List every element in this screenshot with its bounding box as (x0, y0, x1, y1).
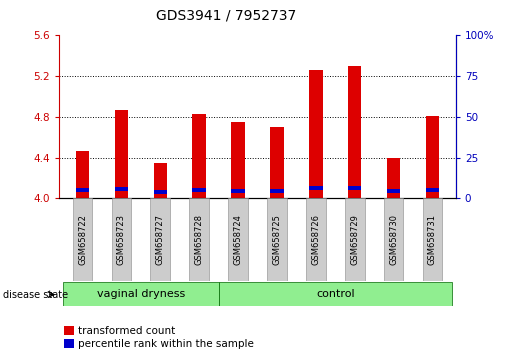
Text: GSM658727: GSM658727 (156, 214, 165, 266)
Bar (348, 66, 362, 198)
Legend: transformed count, percentile rank within the sample: transformed count, percentile rank withi… (64, 326, 254, 349)
Bar (193, 188, 206, 192)
Text: GDS3941 / 7952737: GDS3941 / 7952737 (157, 9, 297, 23)
Bar (115, 187, 128, 191)
Bar (231, 189, 245, 193)
Text: vaginal dryness: vaginal dryness (97, 289, 185, 299)
Bar (73, 198, 93, 281)
Bar (193, 114, 206, 198)
Bar (306, 198, 325, 281)
Text: disease state: disease state (3, 290, 67, 299)
Bar (150, 198, 170, 281)
Bar (348, 186, 362, 190)
Text: GSM658726: GSM658726 (311, 214, 320, 266)
Bar (270, 127, 284, 198)
Bar (425, 116, 439, 198)
Bar (112, 198, 131, 281)
Text: GSM658725: GSM658725 (272, 215, 281, 265)
Bar (153, 162, 167, 198)
Bar (190, 198, 209, 281)
Bar (76, 188, 90, 192)
Bar (422, 198, 442, 281)
Bar (270, 189, 284, 193)
Bar (228, 198, 248, 281)
Bar (115, 110, 128, 198)
Bar (345, 198, 365, 281)
Bar (219, 282, 452, 306)
Text: GSM658724: GSM658724 (234, 215, 243, 265)
Text: GSM658722: GSM658722 (78, 215, 87, 265)
Text: GSM658729: GSM658729 (350, 215, 359, 265)
Bar (309, 186, 322, 190)
Bar (309, 70, 322, 198)
Text: GSM658731: GSM658731 (428, 214, 437, 266)
Text: GSM658730: GSM658730 (389, 214, 398, 266)
Text: GSM658728: GSM658728 (195, 214, 204, 266)
Bar (425, 188, 439, 192)
Bar (387, 158, 400, 198)
Bar (63, 282, 219, 306)
Bar (76, 152, 90, 198)
Bar (384, 198, 403, 281)
Text: GSM658723: GSM658723 (117, 214, 126, 266)
Text: control: control (316, 289, 354, 299)
Bar (231, 122, 245, 198)
Bar (387, 189, 400, 193)
Bar (267, 198, 287, 281)
Bar (153, 190, 167, 194)
